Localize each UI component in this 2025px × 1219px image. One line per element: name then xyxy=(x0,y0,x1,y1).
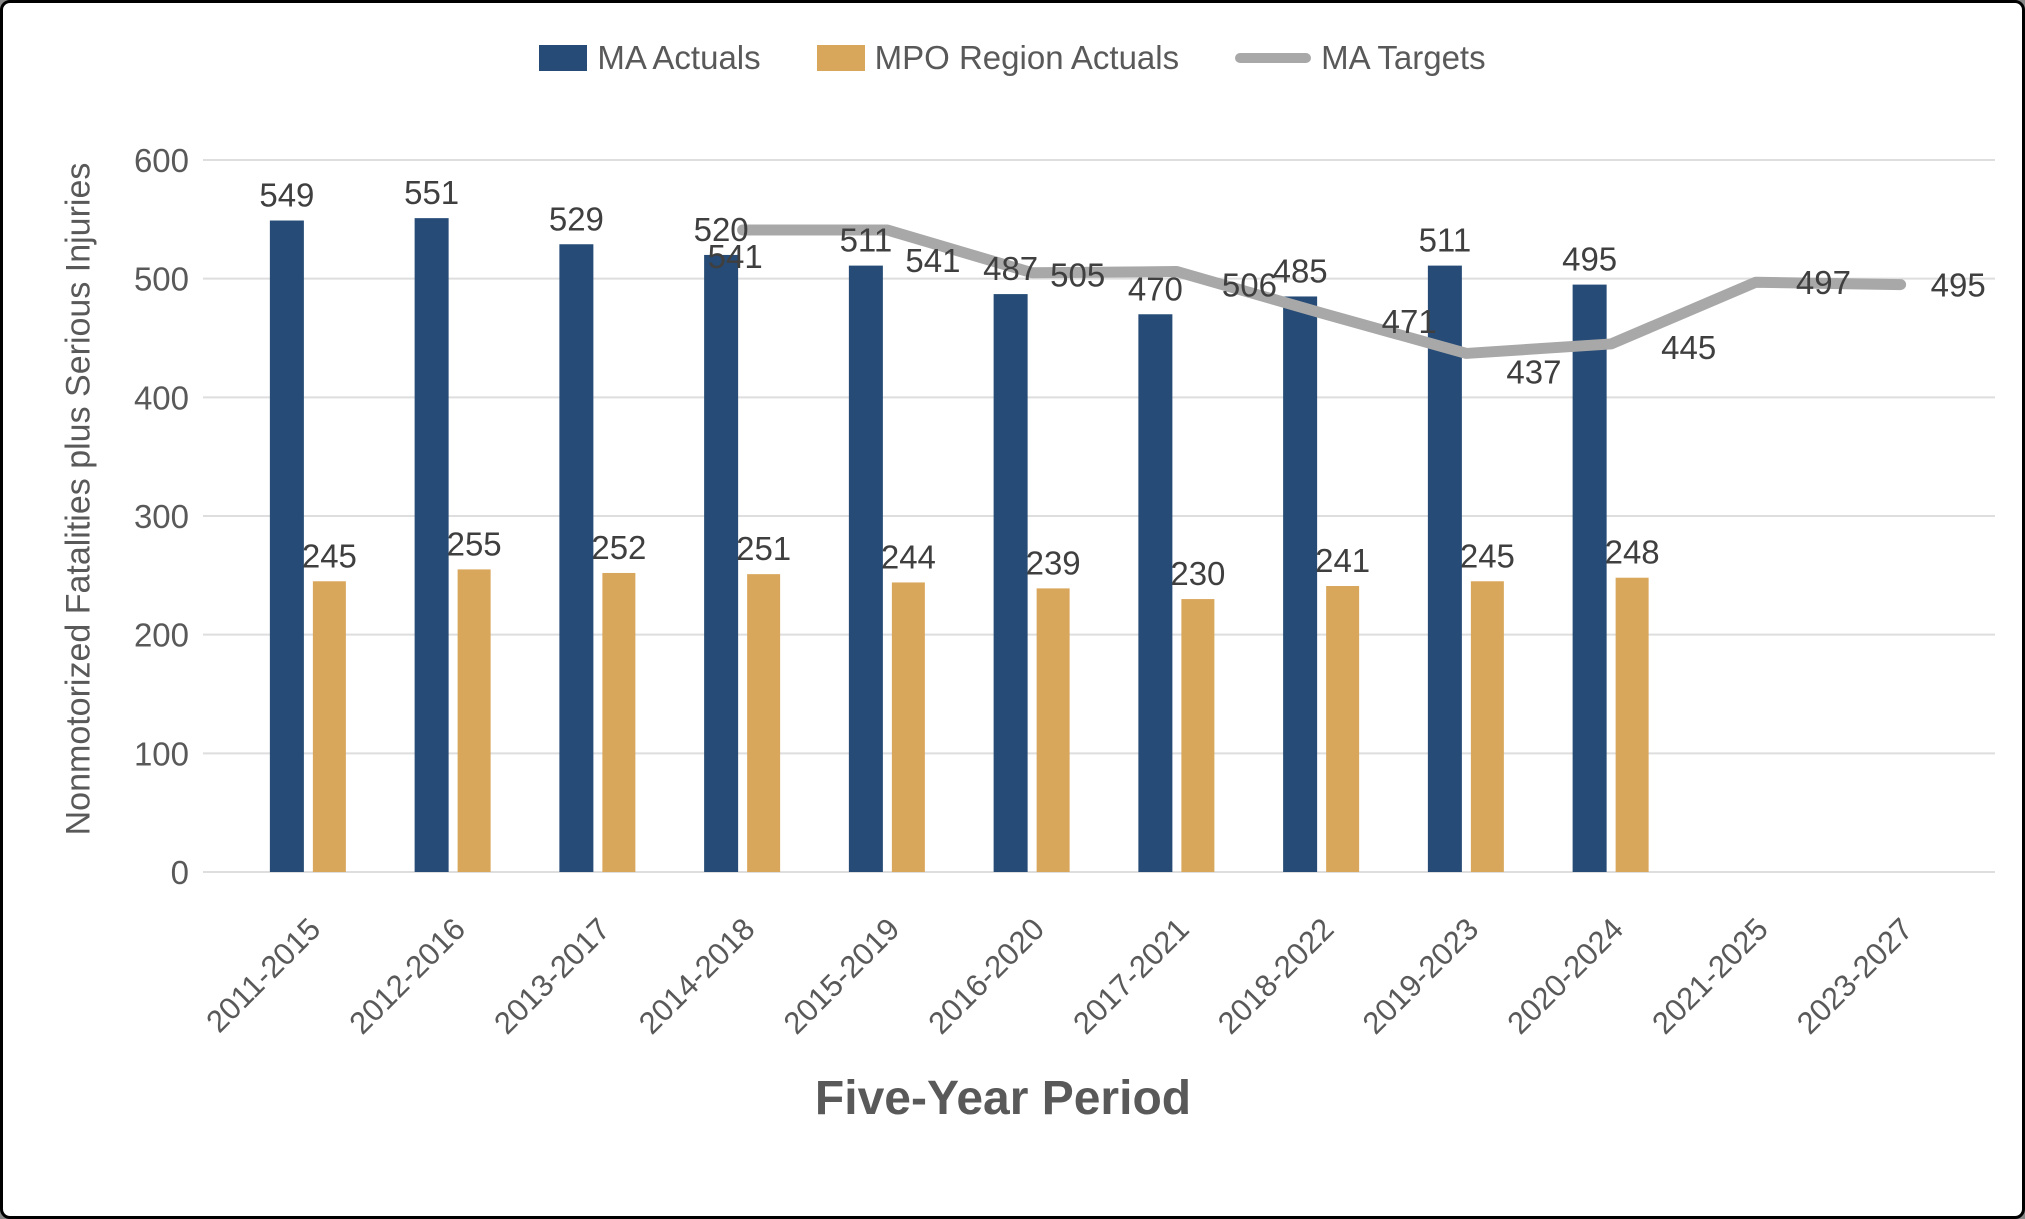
x-tick-label: 2019-2023 xyxy=(1356,911,1486,1041)
data-label-mpo-region-actuals: 255 xyxy=(447,525,502,562)
bar-ma-actuals xyxy=(704,254,739,872)
ma-targets-line-icon xyxy=(1235,53,1312,63)
data-label-ma-actuals: 485 xyxy=(1273,252,1328,289)
data-label-mpo-region-actuals: 239 xyxy=(1026,544,1081,581)
data-label-ma-targets: 437 xyxy=(1506,353,1561,390)
legend-label: MA Targets xyxy=(1321,39,1486,76)
bar-mpo-region-actuals xyxy=(457,569,491,872)
bar-ma-actuals xyxy=(1427,265,1462,872)
bar-mpo-region-actuals xyxy=(1615,577,1649,872)
data-label-ma-targets: 495 xyxy=(1931,267,1986,304)
data-label-mpo-region-actuals: 252 xyxy=(591,529,646,566)
bar-ma-actuals xyxy=(414,218,449,872)
bar-ma-actuals xyxy=(848,265,883,872)
bar-mpo-region-actuals xyxy=(891,582,925,872)
data-label-ma-actuals: 529 xyxy=(549,200,604,237)
bar-ma-actuals xyxy=(1572,284,1607,873)
data-label-mpo-region-actuals: 245 xyxy=(1460,537,1515,574)
data-label-mpo-region-actuals: 245 xyxy=(302,537,357,574)
legend-label: MA Actuals xyxy=(597,39,761,76)
bar-mpo-region-actuals xyxy=(747,574,781,872)
legend-item-ma-targets: MA Targets xyxy=(1235,39,1486,77)
data-label-ma-actuals: 551 xyxy=(404,174,459,211)
data-label-mpo-region-actuals: 244 xyxy=(881,538,936,575)
data-label-ma-actuals: 511 xyxy=(840,222,893,259)
bar-ma-actuals xyxy=(1138,314,1173,872)
x-tick-label: 2016-2020 xyxy=(921,911,1051,1041)
bar-mpo-region-actuals xyxy=(1470,581,1504,872)
y-tick-label: 400 xyxy=(134,379,189,416)
bar-mpo-region-actuals xyxy=(602,572,636,872)
y-tick-label: 0 xyxy=(171,854,189,891)
data-label-ma-targets: 541 xyxy=(905,242,960,279)
y-tick-label: 100 xyxy=(134,735,189,772)
data-label-ma-actuals: 511 xyxy=(1419,222,1472,259)
x-tick-label: 2020-2024 xyxy=(1500,911,1630,1041)
data-label-ma-actuals: 495 xyxy=(1562,241,1617,278)
legend-item-ma-actuals: MA Actuals xyxy=(539,39,761,77)
data-label-mpo-region-actuals: 248 xyxy=(1605,534,1660,571)
data-label-mpo-region-actuals: 241 xyxy=(1315,542,1370,579)
bar-mpo-region-actuals xyxy=(312,581,346,872)
data-label-ma-targets: 497 xyxy=(1796,264,1851,301)
x-tick-label: 2023-2027 xyxy=(1790,911,1920,1041)
bar-ma-actuals xyxy=(559,244,594,873)
y-tick-label: 500 xyxy=(134,261,189,298)
x-tick-label: 2014-2018 xyxy=(632,911,762,1041)
x-tick-label: 2012-2016 xyxy=(342,911,472,1041)
y-tick-label: 200 xyxy=(134,617,189,654)
x-tick-label: 2017-2021 xyxy=(1066,911,1196,1041)
legend-item-mpo-region-actuals: MPO Region Actuals xyxy=(816,39,1180,77)
y-axis-title: Nonmotorized Fatalities plus Serious Inj… xyxy=(59,162,98,836)
x-tick-label: 2018-2022 xyxy=(1211,911,1341,1041)
data-label-ma-targets: 541 xyxy=(708,238,763,275)
ma-actuals-swatch-icon xyxy=(539,45,588,71)
bar-mpo-region-actuals xyxy=(1181,599,1215,872)
y-tick-label: 300 xyxy=(134,498,189,535)
bar-mpo-region-actuals xyxy=(1326,586,1360,872)
bar-ma-actuals xyxy=(1283,296,1318,872)
data-label-ma-targets: 471 xyxy=(1382,303,1437,340)
x-tick-label: 2011-2015 xyxy=(199,911,327,1039)
y-tick-label: 600 xyxy=(134,142,189,179)
x-tick-label: 2013-2017 xyxy=(487,911,617,1041)
legend: MA Actuals MPO Region Actuals MA Targets xyxy=(3,39,2022,77)
data-label-ma-actuals: 520 xyxy=(694,211,749,248)
data-label-ma-targets: 506 xyxy=(1222,267,1277,304)
x-axis-title: Five-Year Period xyxy=(814,1072,1192,1125)
data-label-ma-actuals: 470 xyxy=(1128,270,1183,307)
data-label-mpo-region-actuals: 251 xyxy=(736,530,791,567)
bar-ma-actuals xyxy=(993,294,1028,872)
ma-targets-line xyxy=(737,224,1907,359)
x-tick-label: 2015-2019 xyxy=(777,911,907,1041)
bar-ma-actuals xyxy=(269,220,304,872)
data-label-ma-actuals: 487 xyxy=(983,250,1038,287)
data-label-ma-targets: 445 xyxy=(1661,329,1716,366)
x-tick-label: 2021-2025 xyxy=(1645,911,1775,1041)
data-label-mpo-region-actuals: 230 xyxy=(1170,555,1225,592)
data-label-ma-targets: 505 xyxy=(1050,257,1105,294)
legend-label: MPO Region Actuals xyxy=(874,39,1180,76)
data-label-ma-actuals: 549 xyxy=(259,177,314,214)
bar-mpo-region-actuals xyxy=(1036,588,1070,872)
mpo-region-actuals-swatch-icon xyxy=(816,45,865,71)
